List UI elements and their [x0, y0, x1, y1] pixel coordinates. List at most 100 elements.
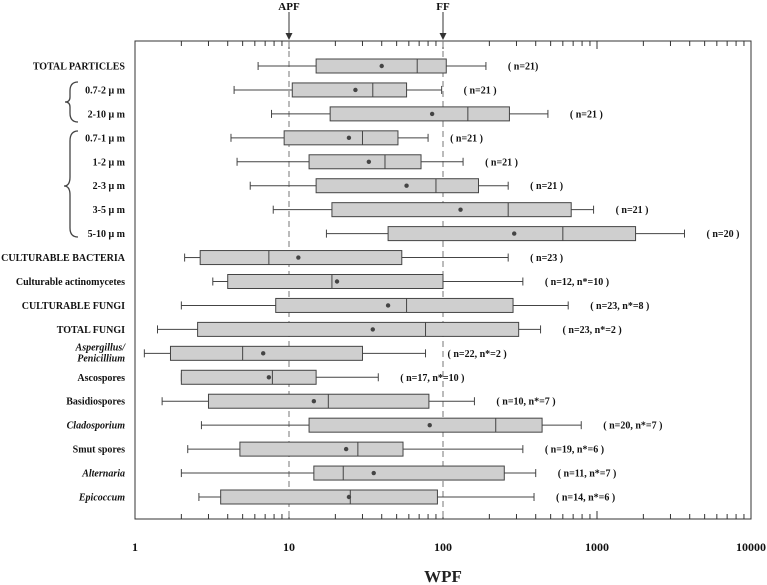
sample-size-label: ( n=21 )	[464, 85, 497, 96]
category-label: Smut spores	[73, 445, 125, 456]
mean-point	[404, 183, 409, 188]
box-row: Epicoccum ( n=14, n*=6 )	[78, 489, 615, 505]
iqr-box	[329, 106, 510, 122]
iqr-box	[387, 226, 637, 242]
sample-size-label: ( n=21 )	[570, 109, 603, 120]
mean-point	[379, 63, 384, 69]
iqr-box	[313, 465, 505, 481]
mean-point	[343, 446, 349, 452]
reference-arrow-head	[439, 33, 447, 40]
iqr-box	[283, 130, 399, 146]
category-label: Alternaria	[81, 469, 125, 480]
sample-size-label: ( n=10, n*=7 )	[496, 397, 555, 408]
sample-size-label: ( n=21 )	[530, 181, 563, 192]
sample-size-label: ( n=23, n*=8 )	[590, 301, 649, 312]
iqr-box	[169, 345, 363, 361]
reference-arrow-head	[285, 33, 293, 40]
category-label: 3-5 μ m	[93, 205, 126, 216]
x-tick-label: 10	[283, 540, 295, 554]
category-label: 1-2 μ m	[93, 157, 126, 168]
iqr-box	[275, 297, 514, 313]
mean-point	[346, 494, 352, 500]
sample-size-label: ( n=19, n*=6 )	[545, 445, 604, 456]
box-row: Culturable actinomycetes ( n=12, n*=10 )	[16, 274, 609, 289]
sample-size-label: ( n=22, n*=2 )	[448, 349, 507, 360]
sample-size-label: ( n=20, n*=7 )	[603, 421, 662, 432]
box-row: 3-5 μ m ( n=21 )	[93, 202, 649, 218]
x-tick-label: 1	[132, 540, 138, 554]
category-label: 5-10 μ m	[88, 229, 126, 240]
box-row: 5-10 μ m ( n=20 )	[88, 226, 740, 242]
iqr-box	[315, 178, 479, 194]
mean-point	[366, 159, 372, 164]
x-axis-label: WPF	[424, 567, 462, 585]
iqr-box	[207, 393, 430, 409]
sample-size-label: ( n=14, n*=6 )	[556, 493, 615, 504]
mean-point	[427, 422, 432, 428]
box-row: 0.7-1 μ m ( n=21 )	[85, 130, 483, 146]
sample-size-label: ( n=23 )	[530, 253, 563, 264]
x-tick-label: 10000	[736, 540, 766, 554]
mean-point	[458, 207, 463, 212]
box-row: Ascospores ( n=17, n*=10 )	[77, 369, 464, 385]
mean-point	[346, 135, 352, 141]
category-label: Cladosporium	[67, 421, 126, 432]
category-label: TOTAL FUNGI	[57, 325, 125, 336]
box-row: 2-3 μ m ( n=21 )	[93, 178, 563, 194]
mean-point	[334, 279, 340, 284]
category-label: 0.7-2 μ m	[85, 85, 125, 96]
iqr-box	[220, 489, 438, 505]
iqr-box	[308, 417, 543, 433]
mean-point	[371, 470, 376, 476]
mean-point	[311, 399, 317, 404]
sample-size-label: ( n=21)	[508, 62, 538, 73]
iqr-box	[197, 321, 520, 337]
x-tick-label: 100	[434, 540, 452, 554]
box-row: Smut spores ( n=19, n*=6 )	[73, 441, 604, 457]
x-tick-label: 1000	[585, 540, 609, 554]
box-row: Alternaria ( n=11, n*=7 )	[81, 465, 617, 481]
sample-size-label: ( n=20 )	[707, 229, 740, 240]
mean-point	[512, 231, 517, 236]
iqr-box	[180, 369, 317, 385]
box-row: TOTAL FUNGI ( n=23, n*=2 )	[57, 321, 622, 337]
category-label: Ascospores	[77, 373, 125, 384]
box-row: CULTURABLE BACTERIA ( n=23 )	[1, 250, 563, 266]
group-brace-size-ranges	[63, 130, 79, 238]
box-row: 2-10 μ m ( n=21 )	[88, 106, 603, 122]
mean-point	[261, 351, 266, 356]
iqr-box	[239, 441, 404, 457]
iqr-box	[291, 82, 408, 98]
box-row: TOTAL PARTICLES ( n=21)	[33, 58, 538, 74]
sample-size-label: ( n=23, n*=2 )	[563, 325, 622, 336]
category-label: TOTAL PARTICLES	[33, 62, 126, 73]
reference-line-label: APF	[278, 1, 300, 13]
box-row: Basidiospores ( n=10, n*=7 )	[66, 393, 556, 409]
mean-point	[370, 327, 375, 332]
sample-size-label: ( n=11, n*=7 )	[558, 469, 617, 480]
category-label: Basidiospores	[66, 397, 125, 408]
mean-point	[296, 255, 301, 260]
sample-size-label: ( n=21 )	[485, 157, 518, 168]
category-label: CULTURABLE BACTERIA	[1, 253, 126, 264]
reference-line-label: FF	[436, 1, 450, 13]
category-label: 2-3 μ m	[93, 181, 126, 192]
group-brace-size-fractions	[64, 81, 79, 123]
mean-point	[266, 375, 272, 380]
iqr-box	[308, 154, 422, 170]
box-row: 0.7-2 μ m ( n=21 )	[85, 82, 497, 98]
category-label: CULTURABLE FUNGI	[22, 301, 125, 312]
category-label: 0.7-1 μ m	[85, 133, 125, 144]
mean-point	[385, 303, 391, 308]
mean-point	[429, 111, 435, 117]
sample-size-label: ( n=17, n*=10 )	[400, 373, 464, 384]
box-row: Aspergillus/Penicillium ( n=22, n*=2 )	[75, 342, 507, 364]
sample-size-label: ( n=21 )	[450, 133, 483, 144]
sample-size-label: ( n=21 )	[616, 205, 649, 216]
box-row: 1-2 μ m ( n=21 )	[93, 154, 518, 170]
category-label: Aspergillus/	[75, 342, 127, 353]
category-label: 2-10 μ m	[88, 109, 126, 120]
mean-point	[353, 87, 358, 93]
box-row: CULTURABLE FUNGI ( n=23, n*=8 )	[22, 297, 649, 313]
